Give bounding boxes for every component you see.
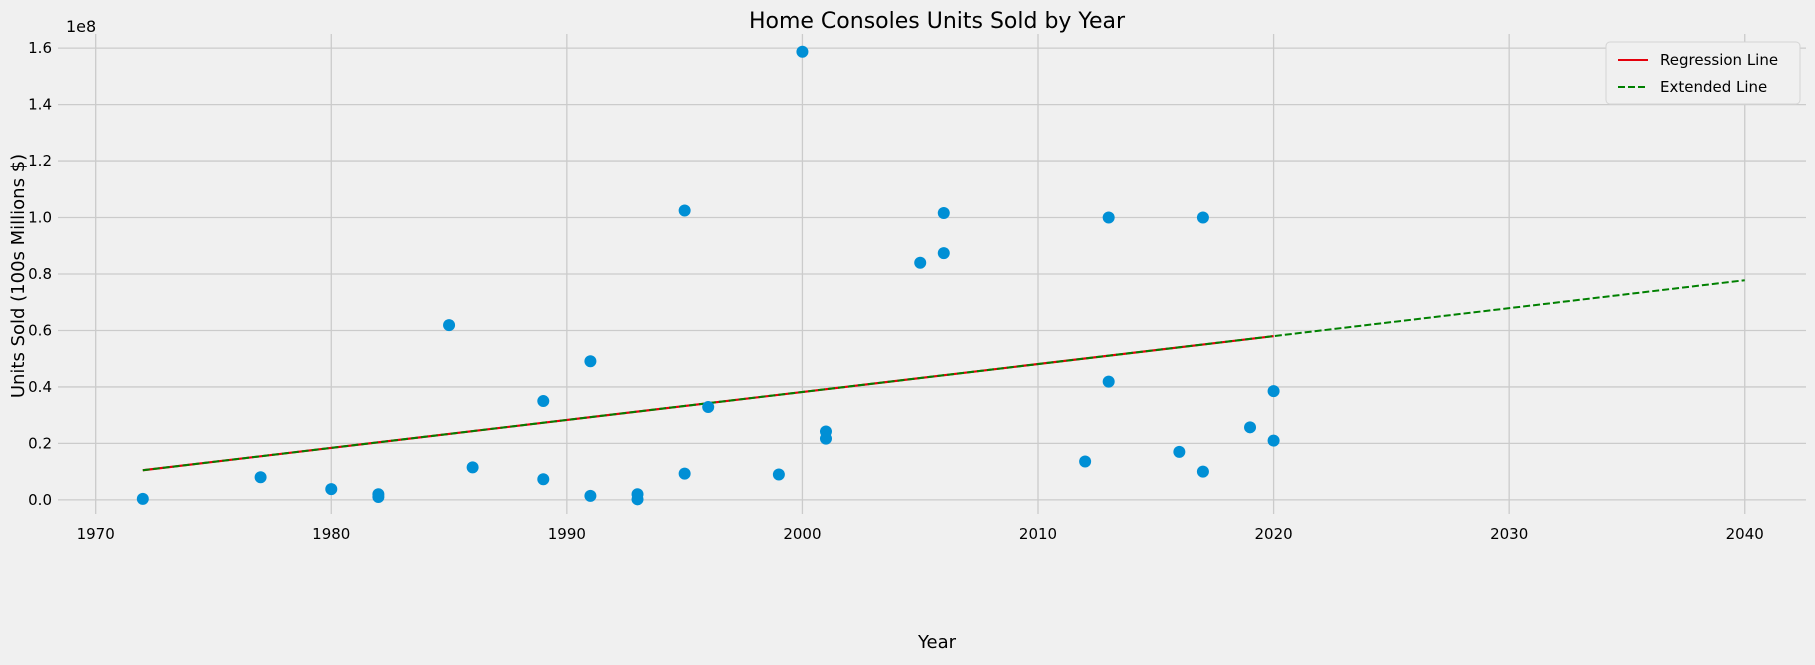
y-tick-label: 0.8 [28,265,52,283]
x-tick-label: 2000 [783,525,821,543]
y-tick-label: 1.6 [28,39,52,57]
data-point [584,489,597,502]
data-point [678,204,691,217]
x-tick-label: 2020 [1254,525,1292,543]
data-point [466,461,479,474]
legend-label: Regression Line [1660,51,1778,69]
grid-lines [58,34,1806,514]
x-tick-label: 1990 [548,525,586,543]
legend-box [1605,41,1801,105]
data-point [1173,445,1186,458]
data-point [819,432,832,445]
scatter-points [136,45,1280,506]
y-tick-label: 1.0 [28,209,52,227]
data-point [443,319,456,332]
legend: Regression Line Extended Line [1605,41,1801,105]
legend-label: Extended Line [1660,78,1767,96]
x-tick-label: 2030 [1490,525,1528,543]
data-point [914,256,927,269]
data-point [537,473,550,486]
y-tick-label: 0.0 [28,491,52,509]
data-point [631,493,644,506]
y-tick-label: 0.6 [28,321,52,339]
y-tick-label: 0.4 [28,378,52,396]
x-axis-label: Year [917,632,957,653]
axis-ticks: 1970 1980 1990 2000 2010 2020 2030 2040 0.0 0.2 0.… [28,39,1764,543]
data-point [1244,421,1257,434]
data-point [1267,434,1280,447]
y-axis-label: Units Sold (100s Millions $) [8,154,29,398]
data-point [702,400,715,413]
data-point [136,492,149,505]
data-point [254,471,267,484]
data-point [325,483,338,496]
data-point [372,491,385,504]
x-tick-label: 2040 [1726,525,1764,543]
data-point [1196,465,1209,478]
chart-title: Home Consoles Units Sold by Year [749,9,1126,34]
y-axis-offset-label: 1e8 [66,17,96,36]
data-point [537,395,550,408]
data-point [584,355,597,368]
data-point [1102,211,1115,224]
data-point [1196,211,1209,224]
data-point [1079,455,1092,468]
data-point [678,467,691,480]
x-tick-label: 1970 [77,525,115,543]
data-point [1267,385,1280,398]
extended-line [142,279,1745,472]
data-point [937,247,950,260]
data-point [1102,375,1115,388]
data-point [772,468,785,481]
data-point [796,45,809,58]
y-tick-label: 0.2 [28,434,52,452]
x-tick-label: 2010 [1019,525,1057,543]
data-point [937,207,950,220]
y-tick-label: 1.2 [28,152,52,170]
line-series [142,279,1745,472]
y-tick-label: 1.4 [28,96,52,114]
x-tick-label: 1980 [312,525,350,543]
